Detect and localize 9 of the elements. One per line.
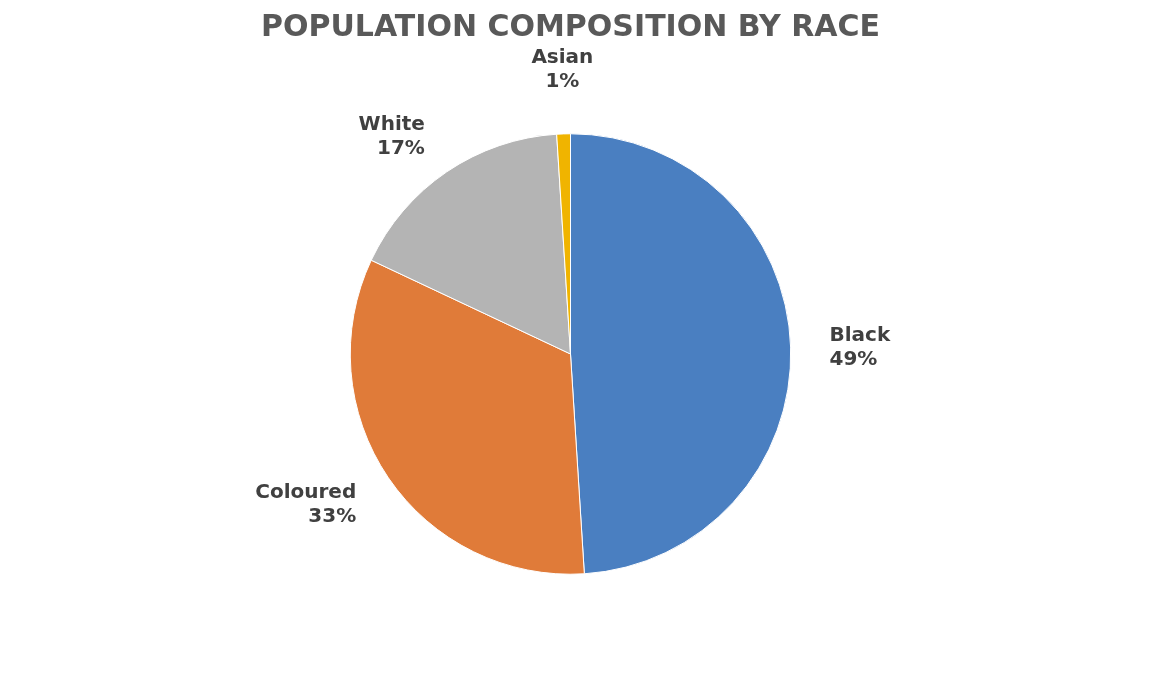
- slice-label: Asian: [531, 44, 594, 69]
- data-label: 33%: [308, 502, 357, 527]
- slice-label: Black: [829, 321, 891, 346]
- slice-label: White: [358, 111, 425, 136]
- data-label: 1%: [545, 68, 580, 93]
- chart-title: POPULATION COMPOSITION BY RACE: [260, 7, 881, 43]
- data-label: 17%: [377, 135, 425, 160]
- slice-label: Coloured: [255, 478, 357, 503]
- data-label: 49%: [829, 345, 878, 370]
